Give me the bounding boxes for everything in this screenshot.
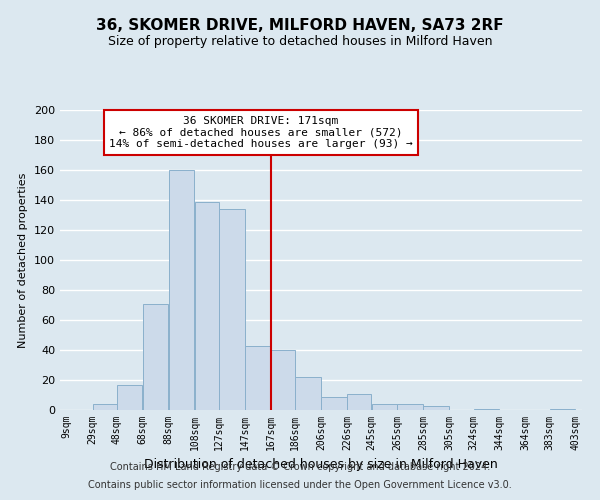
- Text: 36, SKOMER DRIVE, MILFORD HAVEN, SA73 2RF: 36, SKOMER DRIVE, MILFORD HAVEN, SA73 2R…: [96, 18, 504, 32]
- Text: Size of property relative to detached houses in Milford Haven: Size of property relative to detached ho…: [108, 35, 492, 48]
- Bar: [92, 404, 116, 410]
- Bar: [424, 406, 449, 410]
- Text: Contains HM Land Registry data © Crown copyright and database right 2024.: Contains HM Land Registry data © Crown c…: [110, 462, 490, 472]
- Bar: [117, 384, 142, 410]
- Bar: [550, 408, 575, 410]
- Bar: [219, 209, 245, 410]
- Bar: [295, 377, 321, 410]
- Bar: [245, 346, 271, 410]
- Text: 36 SKOMER DRIVE: 171sqm
← 86% of detached houses are smaller (572)
14% of semi-d: 36 SKOMER DRIVE: 171sqm ← 86% of detache…: [109, 116, 413, 149]
- Bar: [371, 404, 397, 410]
- Bar: [143, 304, 168, 410]
- Bar: [321, 396, 347, 410]
- Bar: [397, 404, 423, 410]
- Bar: [169, 170, 194, 410]
- Bar: [347, 394, 371, 410]
- Bar: [474, 408, 499, 410]
- Text: Contains public sector information licensed under the Open Government Licence v3: Contains public sector information licen…: [88, 480, 512, 490]
- X-axis label: Distribution of detached houses by size in Milford Haven: Distribution of detached houses by size …: [144, 458, 498, 471]
- Bar: [271, 350, 295, 410]
- Bar: [194, 202, 218, 410]
- Y-axis label: Number of detached properties: Number of detached properties: [19, 172, 28, 348]
